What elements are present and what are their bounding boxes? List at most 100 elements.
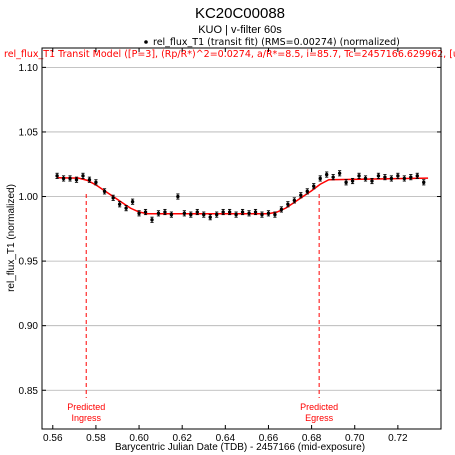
legend-data-marker bbox=[144, 40, 148, 44]
data-point bbox=[182, 210, 187, 217]
data-marker bbox=[94, 180, 98, 185]
data-point bbox=[312, 183, 316, 190]
data-point bbox=[292, 197, 297, 204]
data-point bbox=[137, 210, 141, 217]
data-point bbox=[350, 177, 355, 185]
data-point bbox=[305, 188, 309, 195]
data-marker bbox=[87, 178, 92, 182]
plot-frame bbox=[41, 47, 442, 430]
data-marker bbox=[402, 176, 407, 181]
data-point bbox=[370, 177, 374, 185]
data-marker bbox=[61, 176, 66, 181]
data-point bbox=[94, 179, 98, 186]
data-marker bbox=[163, 210, 167, 214]
chart-subtitle: KUO | v-filter 60s bbox=[198, 24, 282, 36]
data-point bbox=[383, 174, 387, 181]
data-point bbox=[363, 175, 368, 182]
data-point bbox=[409, 174, 413, 181]
x-tick-label: 0.68 bbox=[302, 433, 322, 444]
data-point bbox=[221, 208, 225, 216]
data-marker bbox=[124, 206, 128, 210]
y-tick-label: 0.90 bbox=[19, 321, 39, 332]
data-marker bbox=[331, 175, 335, 179]
data-marker bbox=[389, 176, 394, 181]
data-marker bbox=[240, 210, 245, 214]
x-tick-label: 0.72 bbox=[388, 433, 408, 444]
data-marker bbox=[247, 211, 251, 216]
data-point bbox=[376, 172, 381, 179]
data-point bbox=[130, 198, 135, 205]
data-point bbox=[169, 211, 174, 218]
data-marker bbox=[350, 179, 355, 183]
data-marker bbox=[286, 202, 290, 206]
data-marker bbox=[324, 172, 329, 177]
data-marker bbox=[102, 189, 107, 194]
data-marker bbox=[409, 175, 413, 179]
data-marker bbox=[74, 178, 79, 182]
data-point bbox=[68, 175, 72, 182]
x-tick-label: 0.60 bbox=[129, 433, 149, 444]
data-marker bbox=[363, 176, 368, 181]
data-marker bbox=[253, 210, 258, 214]
data-marker bbox=[189, 212, 193, 217]
predicted-label: Predicted Egress bbox=[300, 402, 338, 423]
data-point bbox=[337, 170, 342, 177]
data-marker bbox=[227, 210, 232, 214]
data-marker bbox=[202, 212, 206, 217]
x-axis-label: Barycentric Julian Date (TDB) - 2457166 … bbox=[115, 442, 365, 453]
data-point bbox=[389, 175, 394, 182]
data-marker bbox=[55, 174, 59, 178]
data-marker bbox=[344, 180, 348, 185]
data-point bbox=[396, 172, 400, 179]
data-point bbox=[234, 211, 238, 218]
data-marker bbox=[273, 212, 277, 217]
data-marker bbox=[422, 180, 426, 185]
data-marker bbox=[370, 179, 374, 183]
data-marker bbox=[376, 174, 381, 178]
y-tick-label: 1.10 bbox=[19, 63, 39, 74]
data-point bbox=[253, 208, 258, 216]
legend: rel_flux_T1 (transit fit) (RMS=0.00274) … bbox=[4, 37, 455, 60]
data-point bbox=[74, 176, 79, 183]
data-marker bbox=[234, 212, 238, 217]
data-point bbox=[324, 171, 329, 178]
data-marker bbox=[117, 202, 122, 206]
data-point bbox=[124, 205, 128, 212]
data-point bbox=[247, 210, 251, 217]
data-marker bbox=[383, 175, 387, 179]
data-marker bbox=[260, 212, 264, 217]
data-point bbox=[357, 172, 361, 179]
predicted-label-line: Egress bbox=[305, 413, 334, 423]
data-point bbox=[266, 210, 271, 217]
data-marker bbox=[150, 218, 154, 222]
predicted-label-line: Predicted bbox=[67, 402, 105, 412]
data-marker bbox=[221, 210, 225, 214]
data-point bbox=[214, 211, 219, 218]
data-point bbox=[117, 201, 122, 208]
data-point bbox=[202, 211, 206, 218]
data-marker bbox=[318, 176, 322, 181]
data-marker bbox=[195, 210, 199, 214]
chart-title: KC20C00088 bbox=[195, 5, 285, 22]
data-marker bbox=[396, 174, 400, 178]
x-tick-label: 0.62 bbox=[172, 433, 192, 444]
data-point bbox=[143, 208, 148, 216]
data-marker bbox=[299, 193, 303, 197]
data-point bbox=[189, 211, 193, 218]
data-marker bbox=[214, 212, 219, 217]
data-point bbox=[176, 193, 180, 200]
y-axis-label: rel_flux_T1 (normalized) bbox=[6, 184, 17, 292]
data-point bbox=[102, 188, 107, 195]
x-tick-label: 0.64 bbox=[216, 433, 236, 444]
data-marker bbox=[143, 210, 148, 214]
data-point bbox=[240, 208, 245, 216]
data-marker bbox=[130, 199, 135, 204]
data-marker bbox=[111, 196, 115, 200]
data-marker bbox=[279, 207, 284, 212]
data-marker bbox=[156, 211, 161, 216]
data-marker bbox=[312, 184, 316, 188]
legend-data-label: rel_flux_T1 (transit fit) (RMS=0.00274) … bbox=[153, 37, 400, 48]
plot-area bbox=[41, 47, 442, 430]
data-point bbox=[111, 194, 115, 201]
